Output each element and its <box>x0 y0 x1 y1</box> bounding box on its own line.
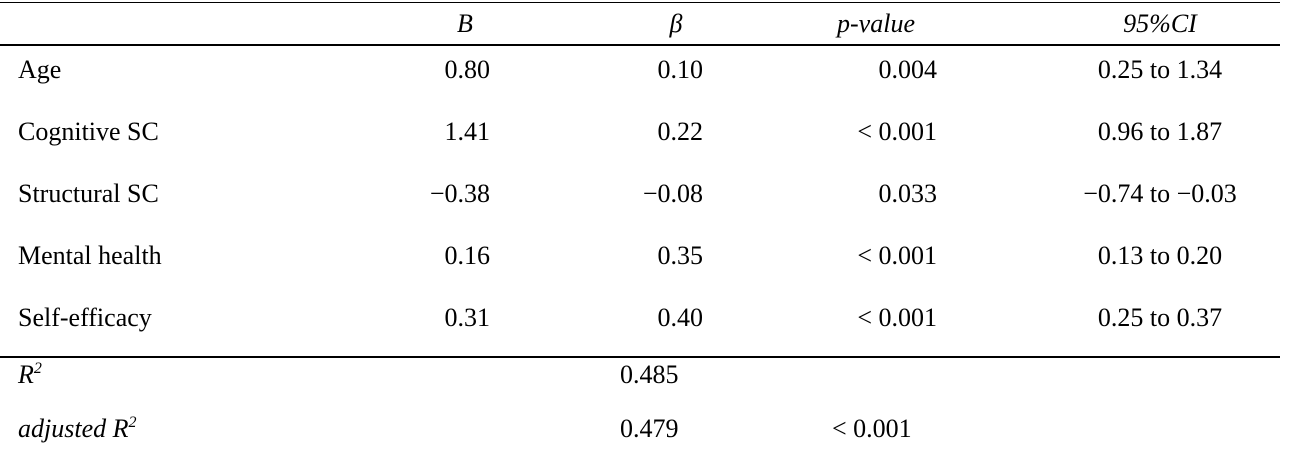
cell-value: 0.80 <box>444 55 491 84</box>
cell-value: 0.25 to 1.34 <box>1097 55 1223 84</box>
cell-value: −0.74 to −0.03 <box>1083 179 1237 208</box>
header-rule <box>0 44 1280 46</box>
footer-label-text: R <box>18 360 34 389</box>
cell-value: 0.96 to 1.87 <box>1097 117 1223 146</box>
footer-label-superscript: 2 <box>33 360 42 377</box>
row-label: Self-efficacy <box>18 303 152 332</box>
cell-value: 0.25 to 0.37 <box>1097 303 1223 332</box>
column-header: p-value <box>837 9 915 38</box>
column-header: β <box>669 9 683 38</box>
column-header: B <box>457 9 473 38</box>
cell-value: 0.004 <box>878 55 938 84</box>
cell-value: < 0.001 <box>857 303 937 332</box>
row-label: Mental health <box>18 241 162 270</box>
footer-rule <box>0 356 1280 358</box>
footer-label: R2 <box>18 360 42 390</box>
cell-value: < 0.001 <box>857 117 937 146</box>
footer-beta: 0.485 <box>620 360 679 389</box>
cell-value: 1.41 <box>444 117 491 146</box>
cell-value: < 0.001 <box>857 241 937 270</box>
footer-beta: 0.479 <box>620 414 679 443</box>
row-label: Structural SC <box>18 179 159 208</box>
cell-value: −0.38 <box>429 179 490 208</box>
footer-label-text: adjusted R <box>18 414 129 443</box>
cell-value: 0.35 <box>657 241 704 270</box>
footer-label: adjusted R2 <box>18 414 137 444</box>
row-label: Age <box>18 55 62 84</box>
cell-value: 0.033 <box>878 179 938 208</box>
footer-p-value: < 0.001 <box>832 414 912 443</box>
top-rule <box>0 2 1280 3</box>
cell-value: −0.08 <box>642 179 703 208</box>
cell-value: 0.22 <box>657 117 704 146</box>
footer-label-superscript: 2 <box>128 414 137 431</box>
cell-value: 0.10 <box>657 55 704 84</box>
row-label: Cognitive SC <box>18 117 159 146</box>
cell-value: 0.40 <box>657 303 704 332</box>
cell-value: 0.13 to 0.20 <box>1097 241 1223 270</box>
cell-value: 0.31 <box>444 303 491 332</box>
column-header: 95%CI <box>1123 9 1197 38</box>
cell-value: 0.16 <box>444 241 491 270</box>
